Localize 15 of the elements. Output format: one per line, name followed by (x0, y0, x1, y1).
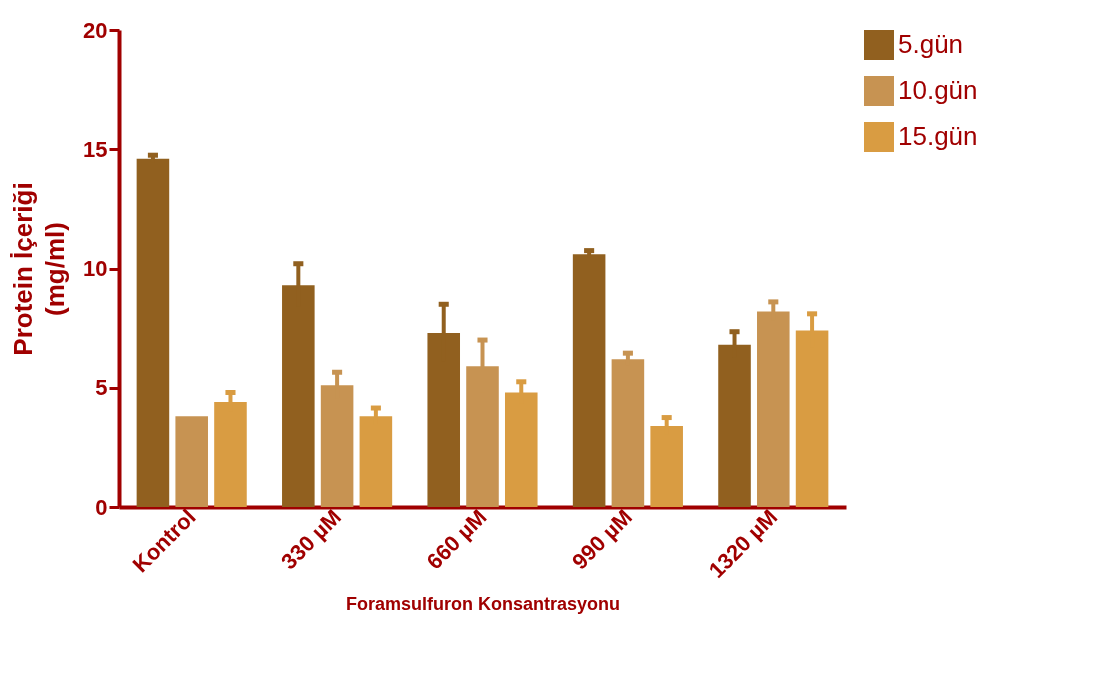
legend-label: 15.gün (898, 121, 978, 151)
x-tick-label: 660 µM (421, 504, 492, 575)
y-tick-label: 0 (95, 494, 108, 520)
legend-label: 10.gün (898, 75, 978, 105)
y-tick-label: 5 (95, 375, 108, 401)
y-tick-label: 20 (83, 17, 108, 43)
y-tick-label: 10 (83, 256, 108, 281)
bar (175, 416, 208, 507)
y-tick-label: 15 (83, 136, 108, 162)
legend-label: 5.gün (898, 29, 964, 59)
y-axis-title: Protein İçeriği (mg/ml) (8, 182, 71, 356)
bar (611, 359, 645, 507)
x-tick-label: 330 µM (276, 504, 347, 575)
x-axis-title: Foramsulfuron Konsantrasyonu (345, 594, 621, 615)
x-tick-label: 990 µM (567, 504, 637, 575)
